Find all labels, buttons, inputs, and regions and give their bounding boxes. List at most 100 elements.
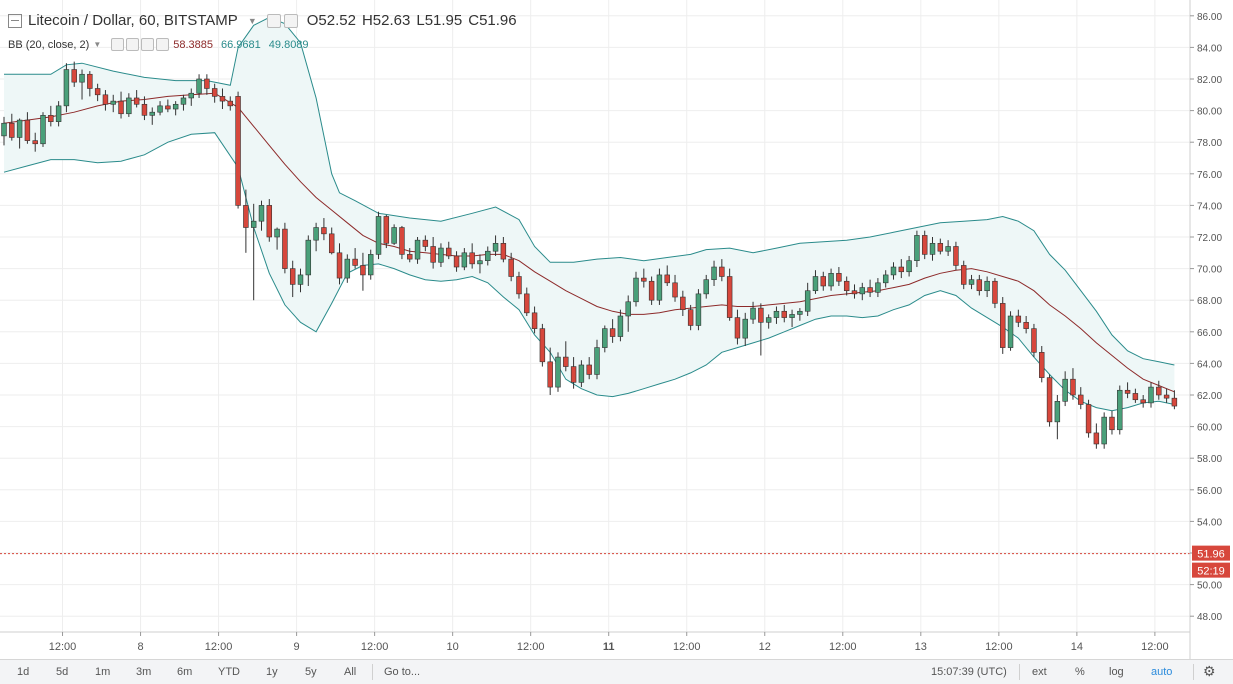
candle	[992, 278, 998, 309]
indicator-lower-value: 49.8089	[268, 38, 309, 51]
price-tags: 51.96 52:19	[1192, 545, 1230, 578]
indicator-upper-value: 66.9681	[221, 38, 261, 51]
candle-body	[282, 228, 288, 269]
range-3m[interactable]: 3m	[136, 666, 152, 678]
candle-body	[797, 310, 803, 315]
candle	[953, 241, 959, 271]
candle	[898, 259, 905, 279]
candle-body	[1039, 352, 1045, 378]
indicator-settings-icon[interactable]	[126, 38, 140, 51]
candle	[719, 259, 725, 282]
candle	[1124, 382, 1131, 399]
candle	[804, 282, 811, 316]
candle-body	[1000, 303, 1006, 348]
gear-icon[interactable]: ⚙	[1203, 663, 1216, 679]
candle	[344, 254, 351, 283]
candle-body	[524, 293, 530, 314]
candle-body	[750, 307, 756, 320]
y-tick-label: 60.00	[1197, 423, 1222, 434]
candle	[1101, 412, 1107, 449]
candle	[711, 260, 717, 286]
candle-body	[141, 103, 148, 116]
candle	[211, 83, 218, 103]
eye-icon[interactable]	[266, 13, 281, 28]
y-tick-label: 66.00	[1197, 328, 1222, 339]
candle	[1132, 388, 1139, 403]
candle	[843, 276, 850, 296]
ext-toggle[interactable]: ext	[1032, 666, 1047, 678]
candle	[906, 255, 912, 277]
range-1d[interactable]: 1d	[17, 666, 30, 678]
range-6m[interactable]: 6m	[177, 666, 193, 678]
indicator-name[interactable]: BB (20, close, 2)	[8, 38, 90, 51]
candle	[797, 308, 803, 321]
candle	[1085, 399, 1092, 438]
candle-body	[368, 254, 374, 276]
symbol-title[interactable]: Litecoin / Dollar, 60, BITSTAMP	[28, 12, 238, 29]
candle	[726, 268, 733, 321]
range-1m[interactable]: 1m	[95, 666, 111, 678]
candle	[204, 74, 210, 95]
candle	[469, 243, 475, 269]
price-chart[interactable]: 48.0050.0052.0054.0056.0058.0060.0062.00…	[0, 0, 1233, 660]
indicator-add-icon[interactable]	[141, 38, 155, 51]
indicator-close-icon[interactable]	[156, 38, 170, 51]
candle-body	[55, 105, 62, 122]
range-5d[interactable]: 5d	[56, 666, 69, 678]
y-tick-label: 50.00	[1197, 581, 1222, 592]
indicator-eye-icon[interactable]	[111, 38, 125, 51]
candle-body	[48, 115, 54, 122]
range-1y[interactable]: 1y	[266, 666, 278, 678]
candle	[165, 99, 171, 113]
candle-body	[929, 243, 936, 255]
percent-toggle[interactable]: %	[1075, 666, 1085, 678]
candle	[789, 309, 795, 328]
candle-body	[633, 277, 639, 303]
candle	[383, 214, 390, 249]
range-all[interactable]: All	[344, 666, 357, 678]
candle-body	[383, 216, 390, 244]
candle	[438, 243, 444, 268]
high-value: 52.63	[372, 12, 411, 29]
candle-body	[87, 73, 93, 89]
candle	[368, 249, 374, 280]
log-toggle[interactable]: log	[1109, 666, 1124, 678]
candle	[563, 341, 569, 372]
range-5y[interactable]: 5y	[305, 666, 317, 678]
clock-readout[interactable]: 15:07:39 (UTC)	[931, 666, 1007, 678]
candle-body	[266, 205, 273, 238]
chevron-down-icon[interactable]: ▼	[247, 15, 257, 26]
candle	[180, 94, 187, 111]
candle-body	[219, 96, 226, 102]
candle	[890, 262, 897, 280]
candle	[446, 241, 452, 260]
candle-body	[882, 274, 889, 284]
grid	[0, 0, 1190, 632]
candle	[812, 270, 819, 294]
candle-body	[321, 227, 327, 235]
candle-body	[461, 252, 468, 268]
candle	[118, 91, 124, 119]
candle-body	[968, 279, 975, 285]
collapse-icon[interactable]	[8, 13, 22, 28]
range-ytd[interactable]: YTD	[218, 666, 240, 678]
candle-body	[438, 247, 444, 263]
y-tick-label: 48.00	[1197, 612, 1222, 623]
candle	[828, 268, 834, 291]
candle-body	[719, 266, 725, 277]
candle-body	[1132, 393, 1139, 401]
candle	[250, 203, 257, 301]
candle	[609, 319, 616, 343]
goto-button[interactable]: Go to...	[384, 666, 421, 678]
candle-body	[375, 216, 382, 255]
candle	[781, 304, 787, 323]
countdown-tag-label: 52:19	[1197, 566, 1225, 578]
auto-toggle[interactable]: auto	[1151, 666, 1173, 678]
bollinger-lower-line	[3, 132, 1175, 412]
candle-body	[656, 274, 663, 301]
candle-body	[1101, 416, 1107, 445]
indicator-chevron-icon[interactable]: ▼	[93, 40, 102, 49]
candle	[617, 309, 624, 342]
settings-icon[interactable]	[283, 13, 298, 28]
candle	[1015, 309, 1022, 328]
